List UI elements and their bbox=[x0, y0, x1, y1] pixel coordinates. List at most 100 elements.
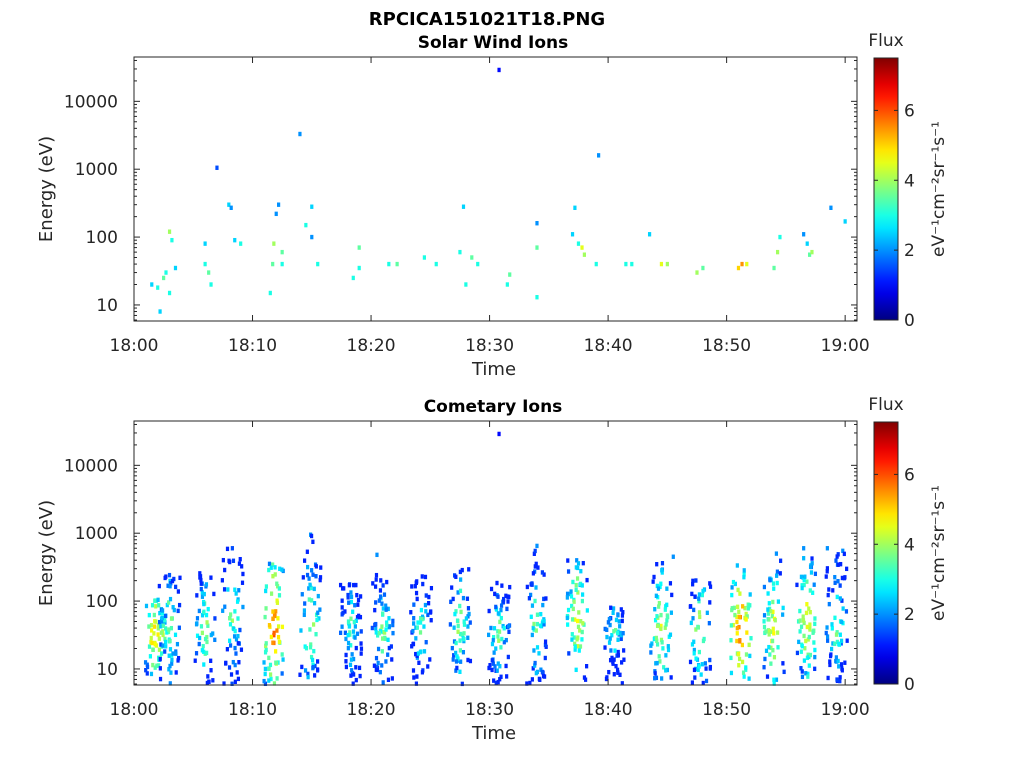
burst-cell bbox=[737, 656, 742, 662]
burst-cell bbox=[464, 616, 468, 621]
data-point bbox=[695, 270, 699, 275]
burst-cell bbox=[415, 653, 419, 659]
burst-cell bbox=[347, 582, 351, 588]
burst-cell bbox=[813, 571, 818, 577]
burst-cell bbox=[542, 622, 546, 627]
data-point bbox=[597, 153, 601, 158]
burst-cell bbox=[466, 624, 470, 629]
burst-cell bbox=[420, 574, 424, 579]
burst-cell bbox=[386, 606, 390, 612]
burst-cell bbox=[663, 625, 667, 630]
burst-cell bbox=[267, 655, 271, 661]
burst-cell bbox=[353, 603, 357, 608]
burst-cell bbox=[171, 605, 175, 610]
burst-cell bbox=[414, 681, 419, 686]
burst-cell bbox=[303, 668, 308, 673]
burst-cell bbox=[352, 619, 356, 625]
burst-cell bbox=[306, 674, 310, 680]
burst-cell bbox=[528, 680, 532, 686]
burst-cell bbox=[269, 565, 273, 570]
burst-cell bbox=[697, 664, 701, 669]
burst-cell bbox=[576, 618, 580, 624]
burst-cell bbox=[492, 634, 496, 640]
burst-cell bbox=[466, 606, 471, 611]
burst-cell bbox=[419, 649, 423, 654]
burst-cell bbox=[838, 632, 842, 637]
burst-cell bbox=[605, 627, 609, 633]
burst-cell bbox=[346, 595, 350, 600]
burst-cell bbox=[616, 637, 620, 642]
burst-cell bbox=[144, 667, 148, 673]
burst-cell bbox=[499, 603, 504, 608]
burst-cell bbox=[167, 600, 171, 605]
burst-cell bbox=[312, 586, 316, 592]
data-point bbox=[375, 552, 379, 558]
data-point bbox=[497, 431, 501, 437]
burst-cell bbox=[531, 571, 535, 576]
burst-cell bbox=[351, 609, 355, 614]
burst-cell bbox=[771, 581, 776, 586]
burst-cell bbox=[354, 677, 358, 683]
burst-cell bbox=[277, 639, 282, 645]
data-point bbox=[671, 554, 675, 559]
burst-cell bbox=[149, 635, 153, 641]
burst-cell bbox=[696, 667, 700, 673]
burst-cell bbox=[156, 632, 160, 637]
burst-cell bbox=[318, 607, 322, 612]
burst-cell bbox=[690, 591, 694, 597]
burst-cell bbox=[652, 574, 656, 580]
x-tick-label: 18:20 bbox=[347, 336, 396, 356]
burst-cell bbox=[772, 586, 776, 591]
burst-cell bbox=[839, 662, 844, 667]
burst-cell bbox=[204, 582, 209, 587]
y-tick-label: 10 bbox=[96, 296, 118, 316]
burst-cell bbox=[349, 590, 353, 595]
burst-cell bbox=[387, 645, 391, 651]
burst-cell bbox=[697, 596, 701, 601]
data-point bbox=[701, 265, 705, 271]
burst-cell bbox=[576, 565, 580, 571]
burst-cell bbox=[839, 561, 843, 567]
data-point bbox=[535, 221, 539, 226]
burst-cell bbox=[840, 668, 844, 673]
burst-cell bbox=[459, 659, 463, 664]
burst-cell bbox=[767, 628, 772, 634]
burst-cell bbox=[694, 656, 698, 661]
burst-cell bbox=[213, 637, 217, 643]
burst-cell bbox=[565, 615, 569, 621]
burst-cell bbox=[504, 663, 508, 669]
data-point bbox=[630, 261, 634, 267]
burst-cell bbox=[202, 662, 206, 667]
burst-cell bbox=[572, 599, 576, 604]
burst-cell bbox=[220, 578, 224, 583]
burst-cell bbox=[262, 660, 266, 665]
burst-cell bbox=[347, 600, 351, 605]
burst-cell bbox=[798, 608, 802, 614]
burst-cell bbox=[744, 617, 748, 622]
burst-cell bbox=[462, 631, 466, 636]
burst-cell bbox=[202, 601, 206, 607]
burst-cell bbox=[166, 629, 171, 635]
burst-cell bbox=[730, 585, 734, 590]
burst-cell bbox=[533, 660, 537, 666]
burst-cell bbox=[569, 589, 573, 594]
burst-cell bbox=[378, 594, 383, 599]
burst-cell bbox=[771, 599, 775, 605]
burst-cell bbox=[506, 599, 510, 604]
burst-cell bbox=[805, 602, 809, 607]
burst-cell bbox=[529, 614, 533, 619]
burst-cell bbox=[836, 552, 840, 557]
burst-cell bbox=[654, 635, 658, 641]
burst-cell bbox=[508, 584, 512, 590]
burst-cell bbox=[414, 636, 418, 641]
burst-cell bbox=[697, 610, 702, 615]
burst-cell bbox=[498, 664, 502, 669]
burst-cell bbox=[176, 608, 180, 614]
burst-cell bbox=[338, 582, 343, 588]
burst-cell bbox=[359, 646, 364, 651]
burst-cell bbox=[153, 642, 157, 647]
burst-cell bbox=[349, 673, 353, 678]
burst-cell bbox=[534, 585, 538, 590]
burst-cell bbox=[269, 591, 274, 596]
data-point bbox=[508, 272, 512, 277]
